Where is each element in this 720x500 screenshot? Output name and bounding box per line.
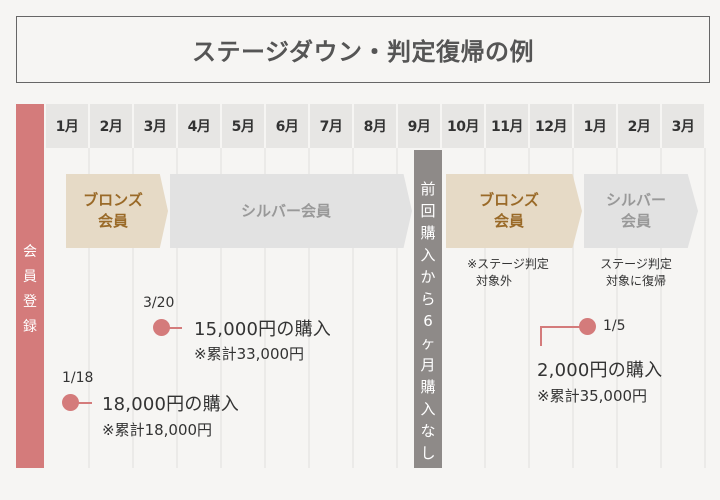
note-line: 対象に復帰 — [605, 274, 666, 288]
stage-arrow-silver: シルバー 会員 — [584, 174, 698, 248]
month-header: 3月 — [134, 104, 176, 148]
note-line: ※ステージ判定 — [467, 257, 549, 271]
note-line: ステージ判定 — [600, 257, 672, 271]
stage-label: ブロンズ — [83, 191, 143, 209]
grid-line — [176, 148, 178, 468]
stage-label: 会員 — [493, 212, 524, 230]
gap-label-char: 月 — [420, 356, 436, 374]
stage-note: ステージ判定 対象に復帰 — [584, 256, 688, 290]
month-header: 1月 — [574, 104, 616, 148]
month-header: 7月 — [310, 104, 352, 148]
grid-line — [396, 148, 398, 468]
gap-label-char: 入 — [420, 400, 436, 418]
purchase-cumulative: ※累計33,000円 — [194, 345, 305, 363]
connector-line — [540, 326, 542, 346]
gap-label-char: 購 — [420, 378, 436, 396]
grid-line — [308, 148, 310, 468]
grid-line — [352, 148, 354, 468]
membership-registration-bar: 会 員 登 録 — [16, 104, 44, 468]
purchase-amount: 18,000円の購入 — [102, 394, 239, 415]
purchase-amount: 15,000円の購入 — [194, 319, 331, 340]
grid-line — [484, 148, 486, 468]
gap-label-char: 前 — [420, 180, 436, 198]
page-title: ステージダウン・判定復帰の例 — [16, 16, 710, 83]
purchase-date: 3/20 — [143, 295, 175, 311]
purchase-amount: 2,000円の購入 — [537, 360, 663, 381]
purchase-cumulative: ※累計35,000円 — [537, 387, 648, 405]
gap-label-char: 回 — [420, 202, 436, 220]
month-header: 1月 — [46, 104, 88, 148]
month-header: 6月 — [266, 104, 308, 148]
gap-label-char: 入 — [420, 246, 436, 264]
month-header: 10月 — [442, 104, 484, 148]
month-header: 5月 — [222, 104, 264, 148]
gap-label-char: 購 — [420, 224, 436, 242]
gap-label-char: し — [420, 444, 436, 462]
side-label-char: 登 — [23, 294, 37, 310]
side-label-char: 録 — [23, 319, 37, 335]
note-line: 対象外 — [475, 274, 512, 288]
gap-label-char: か — [420, 268, 436, 286]
no-purchase-period-bar: 前 回 購 入 か ら 6 ヶ 月 購 入 な し — [414, 150, 442, 468]
purchase-marker-dot — [62, 394, 79, 411]
month-header: 12月 — [530, 104, 572, 148]
grid-line — [572, 148, 574, 468]
month-header: 11月 — [486, 104, 528, 148]
grid-line — [220, 148, 222, 468]
gap-label-char: ヶ — [420, 334, 436, 352]
stage-arrow-bronze: ブロンズ 会員 — [446, 174, 582, 248]
stage-label: シルバー会員 — [240, 201, 331, 220]
stage-label: 会員 — [97, 212, 128, 230]
grid-line — [704, 148, 706, 468]
grid-line — [88, 148, 90, 468]
gap-label-char: な — [420, 422, 436, 440]
purchase-cumulative: ※累計18,000円 — [102, 421, 213, 439]
gap-label-char: 6 — [423, 312, 433, 330]
month-header: 9月 — [398, 104, 440, 148]
month-header: 8月 — [354, 104, 396, 148]
grid-line — [660, 148, 662, 468]
grid-line — [132, 148, 134, 468]
stage-arrow-bronze: ブロンズ 会員 — [66, 174, 168, 248]
side-label-char: 員 — [23, 269, 37, 285]
purchase-date: 1/18 — [62, 370, 94, 386]
gap-label-char: ら — [420, 290, 436, 308]
purchase-marker-dot — [153, 319, 170, 336]
stage-label: ブロンズ — [479, 191, 539, 209]
grid-line — [264, 148, 266, 468]
connector-line — [76, 402, 92, 404]
stage-label: 会員 — [620, 212, 651, 230]
connector-line — [540, 326, 584, 328]
connector-line — [166, 327, 182, 329]
month-header: 3月 — [662, 104, 704, 148]
stage-note: ※ステージ判定 対象外 — [446, 256, 570, 290]
purchase-date: 1/5 — [603, 318, 626, 334]
grid-line — [528, 148, 530, 468]
stage-arrow-silver: シルバー会員 — [170, 174, 412, 248]
purchase-marker-dot — [579, 318, 596, 335]
stage-label: シルバー — [605, 191, 666, 209]
side-label-char: 会 — [23, 244, 37, 260]
month-header: 2月 — [90, 104, 132, 148]
grid-line — [616, 148, 618, 468]
month-header: 4月 — [178, 104, 220, 148]
month-header: 2月 — [618, 104, 660, 148]
